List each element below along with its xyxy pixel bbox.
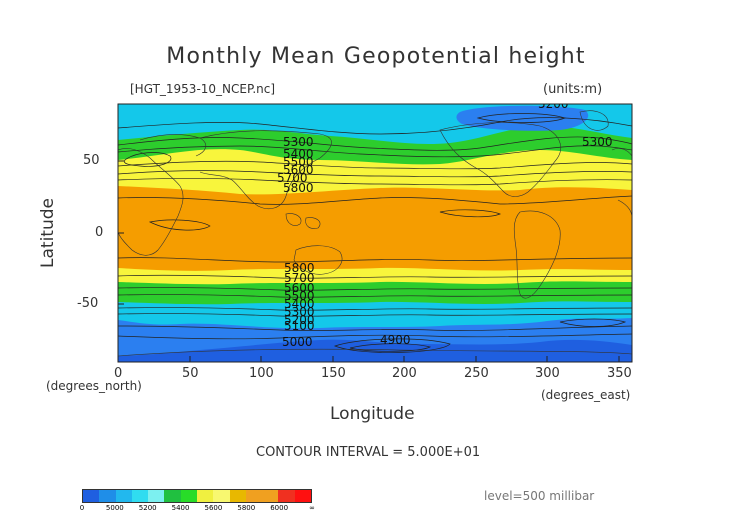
x-tick: 200 (392, 366, 417, 381)
colorbar-swatch (115, 490, 132, 502)
band-nh-blue (456, 105, 589, 131)
x-axis-label: Longitude (330, 404, 415, 424)
colorbar-label: 5400 (171, 504, 190, 512)
contour-label: 4900 (380, 333, 411, 347)
x-tick: 150 (321, 366, 346, 381)
colorbar-swatch (99, 490, 116, 502)
contour-label: 5100 (284, 319, 315, 333)
contour-field: 5200 5300 5300 5400 5500 5600 5700 5800 … (118, 97, 632, 362)
units-label: (units:m) (543, 82, 603, 97)
y-axis-label: Latitude (38, 198, 58, 268)
contour-label: 5800 (284, 261, 315, 275)
axis-ticks (117, 160, 620, 362)
colorbar-swatch (83, 490, 100, 502)
colorbar-label: ∞ (309, 504, 315, 512)
colorbar-swatch (148, 490, 165, 502)
colorbar-label: 5000 (105, 504, 124, 512)
contour-label: 5300 (582, 135, 613, 149)
colorbar-swatch (164, 490, 181, 502)
colorbar-swatch (180, 490, 197, 502)
colorbar-swatch (278, 490, 295, 502)
file-label: [HGT_1953-10_NCEP.nc] (130, 82, 276, 96)
contour-label: 5500 (284, 289, 315, 303)
y-tick: -50 (77, 296, 99, 311)
y-tick: 50 (83, 153, 100, 168)
x-tick: 100 (249, 366, 274, 381)
coastlines (118, 110, 632, 357)
y-tick: 0 (95, 225, 104, 240)
colorbar-label: 0 (79, 504, 85, 512)
contour-label: 5400 (283, 147, 314, 161)
contour-label: 5500 (283, 155, 314, 169)
colorbar-swatch (131, 490, 149, 502)
x-tick: 300 (535, 366, 560, 381)
contour-label: 5600 (284, 281, 315, 295)
colorbar-swatch (196, 490, 214, 502)
contour-label: 5400 (284, 297, 315, 311)
colorbar-swatch (245, 490, 263, 502)
contour-label: 5300 (284, 305, 315, 319)
contour-label: 5700 (277, 171, 308, 185)
contour-label: 5600 (283, 163, 314, 177)
colorbar-swatch (294, 490, 311, 502)
contour-label: 5200 (538, 97, 569, 111)
chart-title: Monthly Mean Geopotential height (166, 44, 586, 69)
contour-label: 5800 (283, 181, 314, 195)
x-tick: 350 (607, 366, 632, 381)
contour-label: 5000 (282, 335, 313, 349)
colorbar-label: 5200 (138, 504, 157, 512)
x-tick: 250 (464, 366, 489, 381)
colorbar (82, 489, 312, 503)
x-tick: 50 (182, 366, 199, 381)
colorbar-label: 5600 (204, 504, 223, 512)
colorbar-label: 5800 (237, 504, 256, 512)
colorbar-swatch (213, 490, 230, 502)
contour-interval-label: CONTOUR INTERVAL = 5.000E+01 (256, 445, 481, 460)
contour-lines (118, 113, 632, 353)
contour-label: 5700 (284, 271, 315, 285)
contour-label: 5200 (284, 313, 315, 327)
contour-label: 5300 (283, 135, 314, 149)
y-unit-label: (degrees_north) (46, 379, 142, 393)
level-label: level=500 millibar (484, 489, 595, 503)
x-tick: 0 (114, 366, 123, 381)
contour-labels: 5200 5300 5300 5400 5500 5600 5700 5800 … (277, 97, 613, 349)
x-unit-label: (degrees_east) (541, 388, 631, 402)
colorbar-label: 6000 (270, 504, 289, 512)
colorbar-swatch (229, 490, 246, 502)
colorbar-swatch (262, 490, 279, 502)
